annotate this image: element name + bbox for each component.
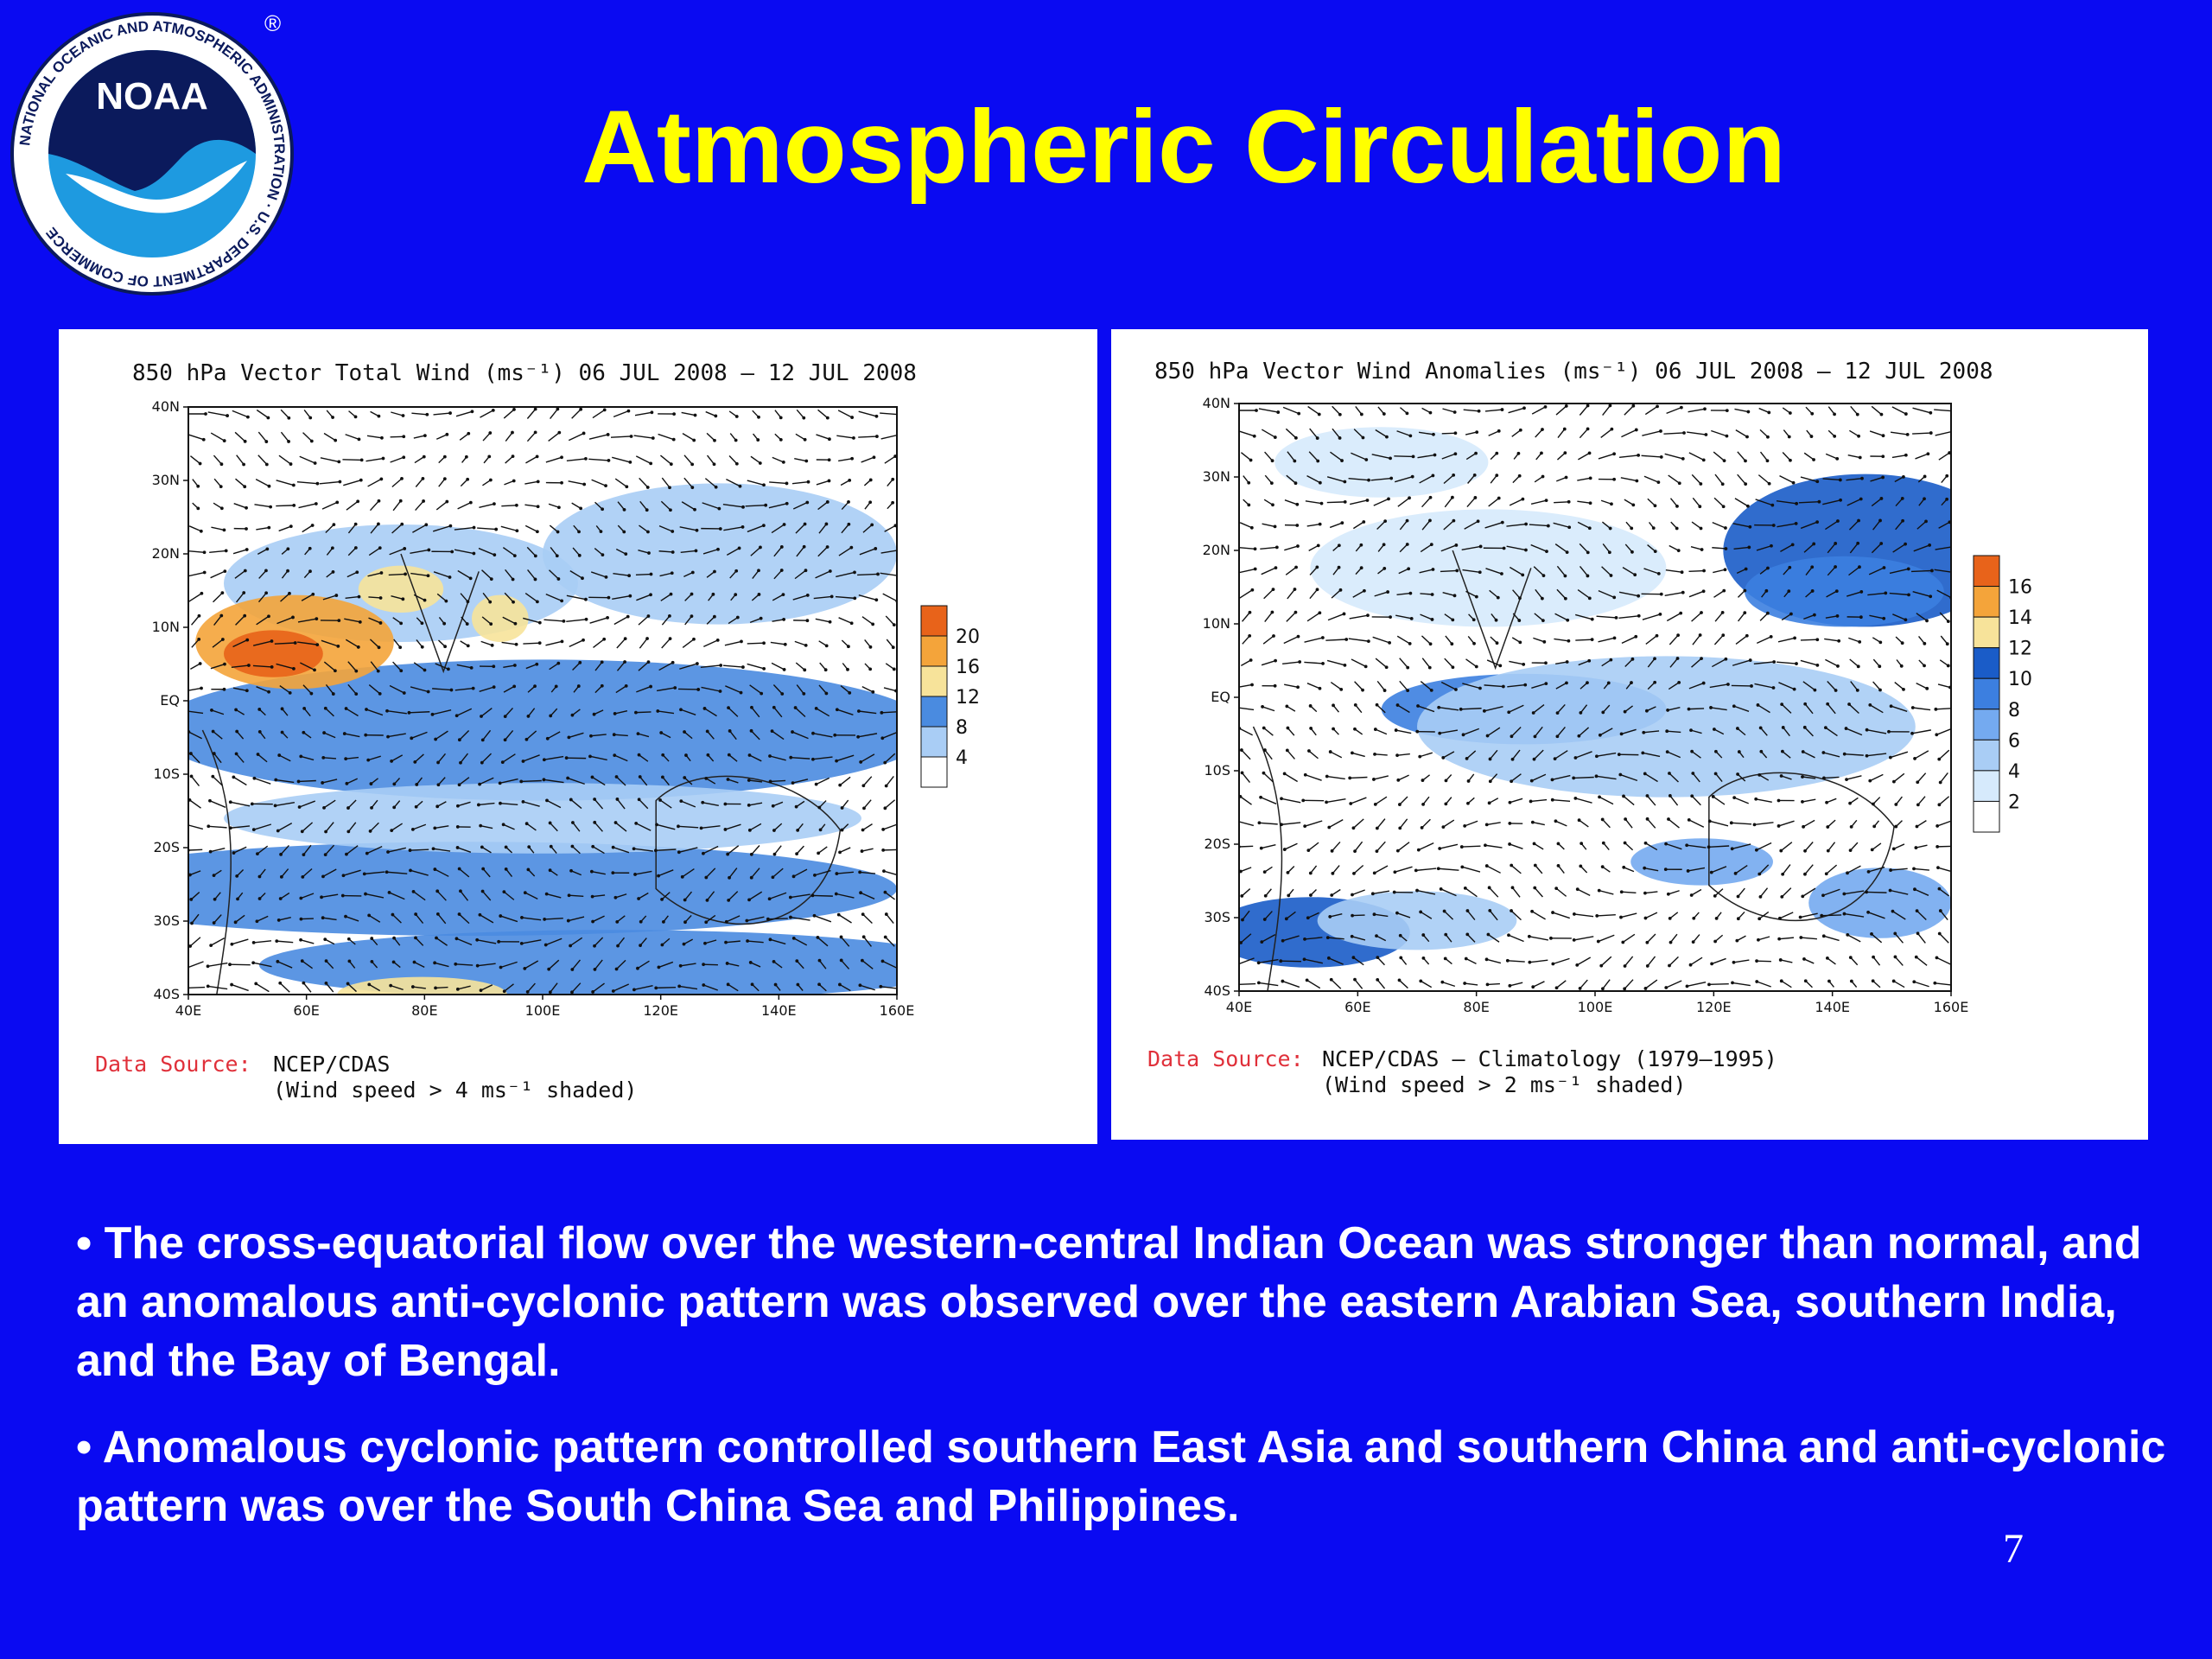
data-source-text: NCEP/CDAS – Climatology (1979–1995) — [1322, 1046, 1777, 1071]
latitude-label: 20S — [153, 839, 180, 855]
latitude-label: 20S — [1204, 836, 1230, 852]
data-source-label: Data Source: — [95, 1052, 251, 1077]
total-wind-map-panel: 850 hPa Vector Total Wind (ms⁻¹) 06 JUL … — [59, 329, 1097, 1144]
colorbar-label: 8 — [2008, 700, 2020, 721]
longitude-label: 160E — [1934, 999, 1969, 1015]
latitude-label: 20N — [1203, 542, 1230, 558]
latitude-label: 40S — [1204, 982, 1230, 999]
wind-vectors — [188, 407, 897, 995]
colorbar-label: 6 — [2008, 730, 2020, 752]
data-source-label: Data Source: — [1147, 1046, 1304, 1071]
shading-note: (Wind speed > 4 ms⁻¹ shaded) — [273, 1077, 638, 1103]
bullet-list: • The cross-equatorial flow over the wes… — [76, 1214, 2184, 1563]
longitude-label: 40E — [1226, 999, 1252, 1015]
colorbar-swatch — [1973, 800, 2000, 833]
latitude-label: 10N — [152, 619, 180, 635]
logo-text: NOAA — [96, 75, 208, 118]
longitude-label: 160E — [880, 1002, 915, 1019]
colorbar-swatch — [920, 696, 948, 728]
longitude-label: 120E — [1696, 999, 1732, 1015]
page-number: 7 — [2003, 1526, 2024, 1572]
latitude-label: EQ — [1211, 689, 1230, 705]
colorbar-swatch — [1973, 770, 2000, 802]
data-source-text: NCEP/CDAS — [273, 1052, 391, 1077]
colorbar-label: 20 — [956, 626, 980, 648]
colorbar-label: 16 — [956, 657, 980, 678]
wind-anomaly-map-panel: 850 hPa Vector Wind Anomalies (ms⁻¹) 06 … — [1111, 329, 2148, 1140]
latitude-label: 40S — [153, 986, 180, 1002]
colorbar-label: 8 — [956, 717, 968, 739]
longitude-label: 100E — [525, 1002, 561, 1019]
longitude-label: 60E — [1344, 999, 1370, 1015]
colorbar-swatch — [1973, 647, 2000, 679]
colorbar-label: 14 — [2008, 607, 2032, 629]
colorbar-label: 10 — [2008, 669, 2032, 690]
colorbar-swatch — [920, 665, 948, 697]
map-title: 850 hPa Vector Total Wind (ms⁻¹) 06 JUL … — [132, 360, 917, 386]
colorbar-label: 12 — [2008, 639, 2032, 660]
colorbar-swatch — [1973, 677, 2000, 710]
latitude-label: 40N — [1203, 395, 1230, 411]
colorbar-swatch — [1973, 555, 2000, 588]
latitude-label: 10S — [153, 766, 180, 782]
longitude-label: 80E — [411, 1002, 437, 1019]
latitude-label: 30S — [153, 912, 180, 929]
longitude-label: 140E — [1815, 999, 1850, 1015]
longitude-label: 80E — [1463, 999, 1489, 1015]
shading-note: (Wind speed > 2 ms⁻¹ shaded) — [1322, 1072, 1687, 1097]
latitude-label: 10N — [1203, 615, 1230, 632]
colorbar-label: 2 — [2008, 791, 2020, 813]
wind-shading — [1239, 404, 1951, 991]
colorbar-swatch — [1973, 709, 2000, 741]
map-title: 850 hPa Vector Wind Anomalies (ms⁻¹) 06 … — [1154, 359, 1993, 385]
longitude-label: 60E — [293, 1002, 319, 1019]
colorbar-swatch — [920, 756, 948, 788]
latitude-label: 20N — [152, 545, 180, 562]
longitude-label: 120E — [643, 1002, 678, 1019]
colorbar-label: 4 — [2008, 761, 2020, 783]
latitude-label: 10S — [1204, 762, 1230, 779]
colorbar-swatch — [1973, 739, 2000, 772]
registered-mark: ® — [264, 10, 281, 36]
colorbar-label: 4 — [956, 747, 968, 769]
noaa-logo: NOAA NATIONAL OCEANIC AND ATMOSPHERIC AD… — [10, 10, 294, 296]
colorbar-swatch — [1973, 616, 2000, 649]
colorbar-swatch — [1973, 586, 2000, 618]
colorbar-label: 12 — [956, 687, 980, 709]
wind-vectors — [1239, 404, 1951, 991]
longitude-label: 40E — [175, 1002, 201, 1019]
slide-title: Atmospheric Circulation — [582, 89, 1786, 205]
latitude-label: 30S — [1204, 909, 1230, 925]
latitude-label: 30N — [1203, 468, 1230, 485]
colorbar-swatch — [920, 726, 948, 758]
colorbar-swatch — [920, 605, 948, 637]
bullet-item: • Anomalous cyclonic pattern controlled … — [76, 1422, 2166, 1531]
longitude-label: 100E — [1578, 999, 1613, 1015]
latitude-label: 40N — [152, 398, 180, 415]
colorbar-label: 16 — [2008, 577, 2032, 599]
bullet-item: • The cross-equatorial flow over the wes… — [76, 1218, 2142, 1386]
wind-shading — [188, 407, 897, 995]
latitude-label: 30N — [152, 472, 180, 488]
colorbar-swatch — [920, 635, 948, 667]
latitude-label: EQ — [160, 692, 180, 709]
longitude-label: 140E — [761, 1002, 797, 1019]
